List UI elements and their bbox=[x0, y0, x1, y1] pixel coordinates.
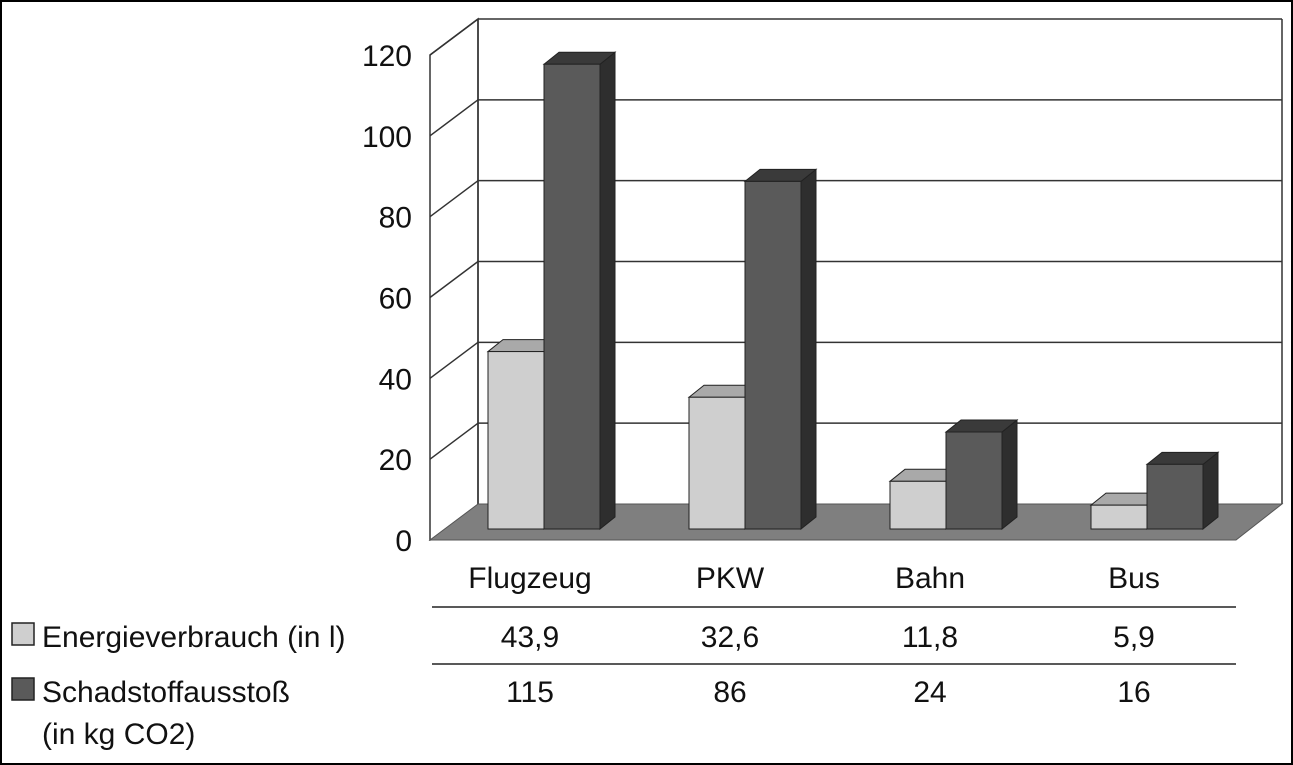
gridline-side-20 bbox=[429, 422, 479, 460]
legend-label-schadstoff-line-2: (in kg CO2) bbox=[42, 718, 195, 751]
y-tick-label-0: 0 bbox=[395, 525, 412, 558]
bar-schadstoff-bahn bbox=[944, 418, 1019, 531]
data-label-schadstoff-pkw: 86 bbox=[713, 676, 746, 709]
data-label-energie-bus: 5,9 bbox=[1113, 621, 1155, 654]
y-tick-label-60: 60 bbox=[379, 283, 412, 316]
floor-plane bbox=[428, 503, 1284, 541]
y-axis: 0 20 40 60 80 100 120 bbox=[362, 40, 412, 558]
data-table: Flugzeug PKW Bahn Bus Energieverbrauch (in l… bbox=[11, 562, 1236, 751]
category-label-bahn: Bahn bbox=[895, 562, 965, 595]
category-label-flugzeug: Flugzeug bbox=[468, 562, 591, 595]
bar-front bbox=[543, 63, 601, 530]
chart-floor bbox=[428, 503, 1284, 541]
bar-front bbox=[1090, 504, 1148, 530]
gridline-side-40 bbox=[429, 341, 479, 379]
data-label-energie-pkw: 32,6 bbox=[701, 621, 759, 654]
category-label-pkw: PKW bbox=[696, 562, 765, 595]
bar-front bbox=[889, 480, 947, 530]
bar-front bbox=[945, 431, 1003, 530]
data-label-schadstoff-bahn: 24 bbox=[913, 676, 946, 709]
bar-side bbox=[599, 51, 616, 531]
bars bbox=[486, 51, 1220, 531]
legend-key-schadstoff bbox=[11, 677, 35, 701]
legend-label-schadstoff-line-1: Schadstoffausstoß bbox=[42, 676, 290, 709]
data-label-energie-bahn: 11,8 bbox=[902, 621, 958, 654]
y-tick-label-120: 120 bbox=[362, 40, 412, 73]
bar-schadstoff-flugzeug bbox=[542, 51, 617, 531]
legend-label-energie: Energieverbrauch (in l) bbox=[42, 621, 345, 654]
bar-schadstoff-pkw bbox=[743, 168, 818, 531]
y-tick-label-40: 40 bbox=[379, 363, 412, 396]
bar-front bbox=[1146, 463, 1204, 530]
gridline-side-120 bbox=[429, 18, 479, 56]
legend-key-energie bbox=[11, 622, 35, 646]
data-label-schadstoff-flugzeug: 115 bbox=[506, 676, 554, 709]
bar-side bbox=[1001, 418, 1018, 531]
bar-schadstoff-bus bbox=[1145, 451, 1220, 531]
y-tick-label-80: 80 bbox=[379, 202, 412, 235]
bar-front bbox=[487, 351, 545, 530]
gridline-side-100 bbox=[429, 99, 479, 137]
gridline-side-80 bbox=[429, 180, 479, 218]
bar-side bbox=[1202, 451, 1219, 531]
category-label-bus: Bus bbox=[1108, 562, 1160, 595]
gridline-side-60 bbox=[429, 260, 479, 299]
y-tick-label-20: 20 bbox=[379, 444, 412, 477]
data-label-energie-flugzeug: 43,9 bbox=[501, 621, 559, 654]
bar-front bbox=[744, 180, 802, 530]
bar-front bbox=[688, 396, 746, 530]
data-label-schadstoff-bus: 16 bbox=[1117, 676, 1150, 709]
bar-side bbox=[800, 168, 817, 531]
y-tick-label-100: 100 bbox=[362, 121, 412, 154]
